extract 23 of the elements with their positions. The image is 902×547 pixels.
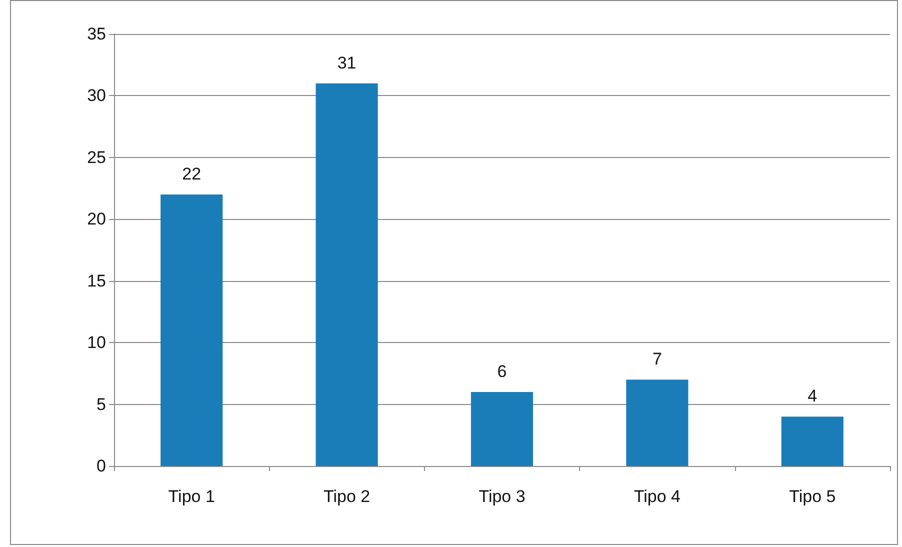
x-tick-label: Tipo 1 [168, 487, 215, 506]
x-tick-label: Tipo 3 [478, 487, 526, 506]
data-label: 6 [497, 362, 507, 381]
data-label: 7 [652, 350, 662, 369]
bar [316, 83, 378, 466]
x-tick-label: Tipo 2 [323, 487, 370, 506]
x-tick-label: Tipo 5 [789, 487, 836, 506]
data-label: 4 [808, 386, 818, 406]
x-tick-label: Tipo 4 [634, 487, 681, 506]
bar [160, 194, 223, 466]
y-tick-label: 15 [87, 271, 106, 290]
data-label: 31 [337, 53, 356, 72]
y-tick-label: 25 [87, 148, 106, 167]
y-tick-label: 0 [96, 456, 106, 476]
y-tick-label: 20 [87, 210, 106, 229]
y-tick-label: 5 [96, 394, 106, 414]
y-tick-label: 10 [87, 333, 106, 352]
y-tick-label: 35 [87, 24, 106, 44]
bar [626, 380, 688, 466]
y-tick-label: 30 [87, 86, 106, 106]
bar [781, 416, 844, 466]
data-label: 22 [182, 164, 202, 184]
bar [470, 392, 534, 466]
